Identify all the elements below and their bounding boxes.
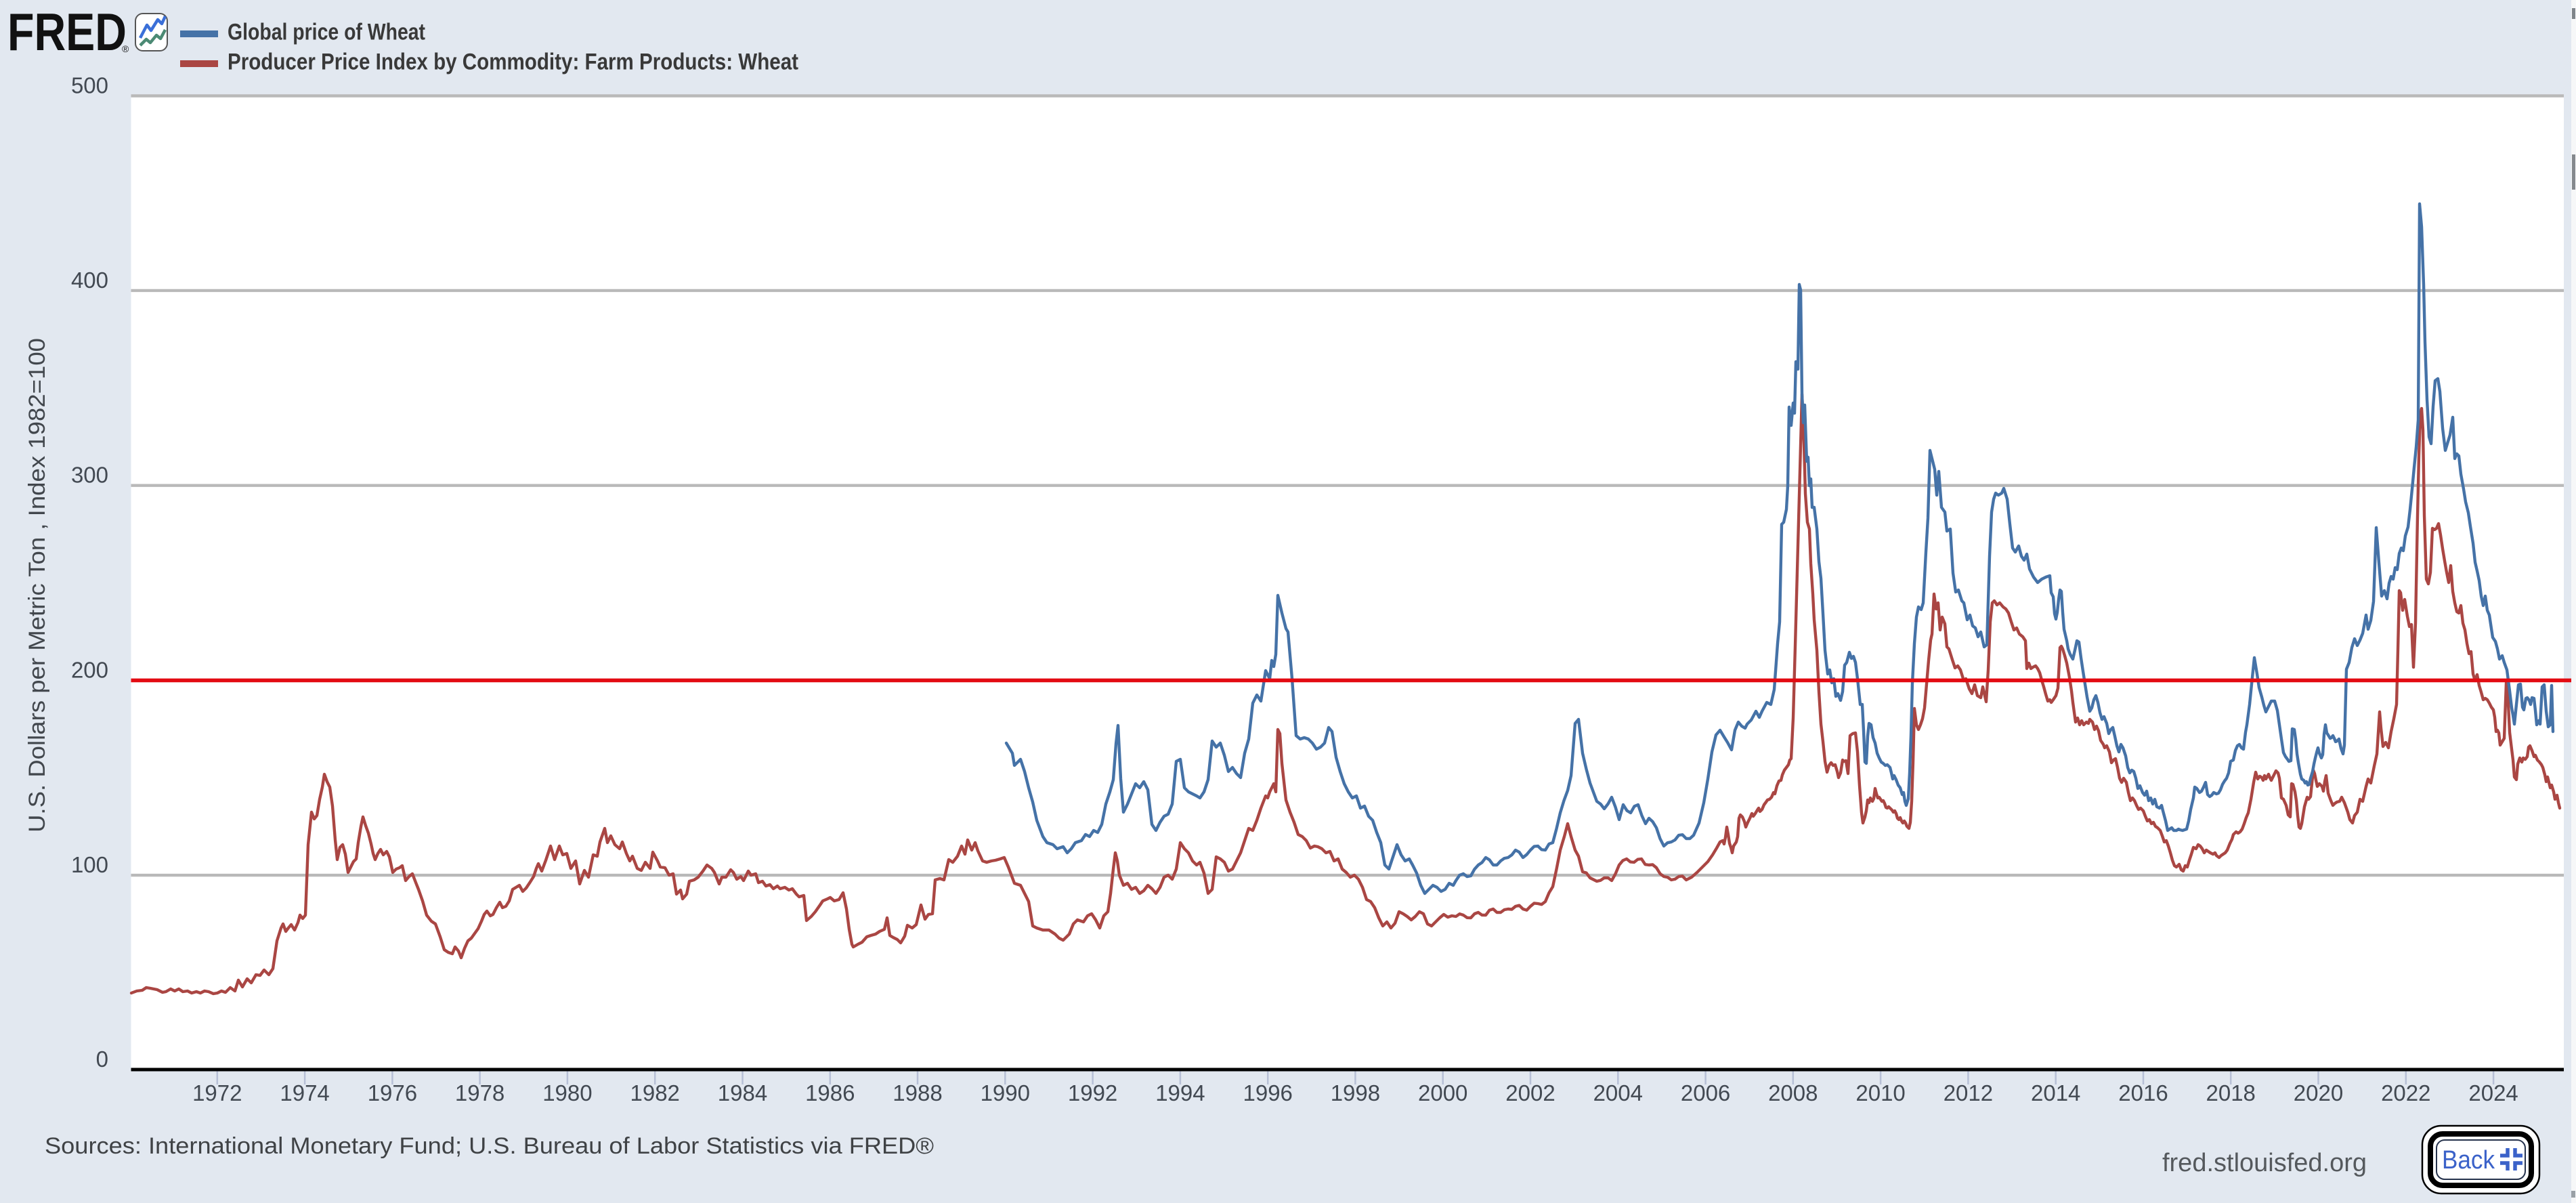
svg-text:1978: 1978 [455,1080,505,1105]
svg-text:2020: 2020 [2294,1080,2343,1105]
svg-text:2018: 2018 [2206,1080,2255,1105]
svg-text:1998: 1998 [1331,1080,1380,1105]
svg-text:1974: 1974 [280,1080,329,1105]
svg-text:200: 200 [71,657,108,682]
svg-text:®: ® [122,43,129,54]
svg-text:Sources: International Monetar: Sources: International Monetary Fund; U.… [45,1133,934,1159]
svg-text:2006: 2006 [1681,1080,1730,1105]
svg-text:1988: 1988 [893,1080,942,1105]
svg-text:2024: 2024 [2468,1080,2518,1105]
svg-text:2012: 2012 [1944,1080,1993,1105]
svg-text:2022: 2022 [2381,1080,2430,1105]
svg-text:400: 400 [71,268,108,293]
svg-text:500: 500 [71,73,108,98]
svg-text:1994: 1994 [1155,1080,1205,1105]
svg-text:fred.stlouisfed.org: fred.stlouisfed.org [2162,1149,2367,1177]
svg-text:Global price of Wheat: Global price of Wheat [228,20,425,45]
svg-text:1984: 1984 [718,1080,767,1105]
svg-text:1982: 1982 [630,1080,679,1105]
svg-text:U.S. Dollars per Metric Ton ,: U.S. Dollars per Metric Ton , Index 1982… [24,338,50,832]
svg-text:2010: 2010 [1855,1080,1905,1105]
svg-text:1992: 1992 [1068,1080,1117,1105]
svg-text:1972: 1972 [192,1080,242,1105]
svg-text:Producer Price Index by Commod: Producer Price Index by Commodity: Farm … [228,49,798,75]
svg-text:2016: 2016 [2118,1080,2168,1105]
svg-text:2002: 2002 [1505,1080,1555,1105]
svg-text:2014: 2014 [2031,1080,2080,1105]
svg-text:1990: 1990 [981,1080,1030,1105]
svg-text:1986: 1986 [805,1080,855,1105]
svg-text:1996: 1996 [1243,1080,1292,1105]
svg-text:2008: 2008 [1768,1080,1818,1105]
svg-text:1976: 1976 [368,1080,417,1105]
svg-text:Back: Back [2442,1146,2495,1175]
svg-text:300: 300 [71,463,108,488]
svg-text:1980: 1980 [542,1080,592,1105]
svg-text:FRED: FRED [7,2,127,62]
svg-text:2000: 2000 [1418,1080,1467,1105]
svg-text:100: 100 [71,852,108,877]
svg-text:2004: 2004 [1593,1080,1643,1105]
svg-text:0: 0 [96,1047,108,1072]
